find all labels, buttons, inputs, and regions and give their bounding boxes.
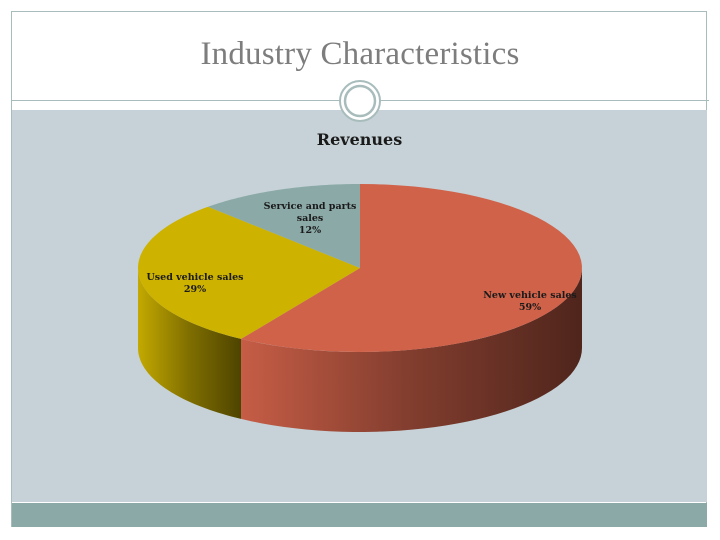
slice-value-service: 12% (298, 225, 322, 236)
circle-ornament-icon (339, 80, 381, 122)
slice-name-new: New vehicle sales (483, 290, 577, 301)
slice-name-service: Service and parts sales (263, 201, 357, 224)
pie-slice-service-and-parts-sales (208, 184, 360, 268)
pie-slice-used-vehicle-sales (138, 206, 360, 339)
pie-side-used-vehicle-sales (138, 268, 242, 419)
pie-slice-new-vehicle-sales (241, 184, 582, 352)
footer-bar (12, 503, 707, 527)
slice-value-new: 59% (518, 302, 542, 313)
pie-side-new-vehicle-sales (241, 268, 583, 432)
slice-name-used: Used vehicle sales (146, 272, 244, 283)
slice-label-new: New vehicle sales 59% (470, 290, 590, 314)
slide-title: Industry Characteristics (200, 36, 520, 72)
slice-label-used: Used vehicle sales 29% (140, 272, 250, 296)
slice-label-service: Service and parts sales 12% (250, 201, 370, 237)
slice-value-used: 29% (183, 284, 207, 295)
chart-title: Revenues (316, 130, 403, 149)
